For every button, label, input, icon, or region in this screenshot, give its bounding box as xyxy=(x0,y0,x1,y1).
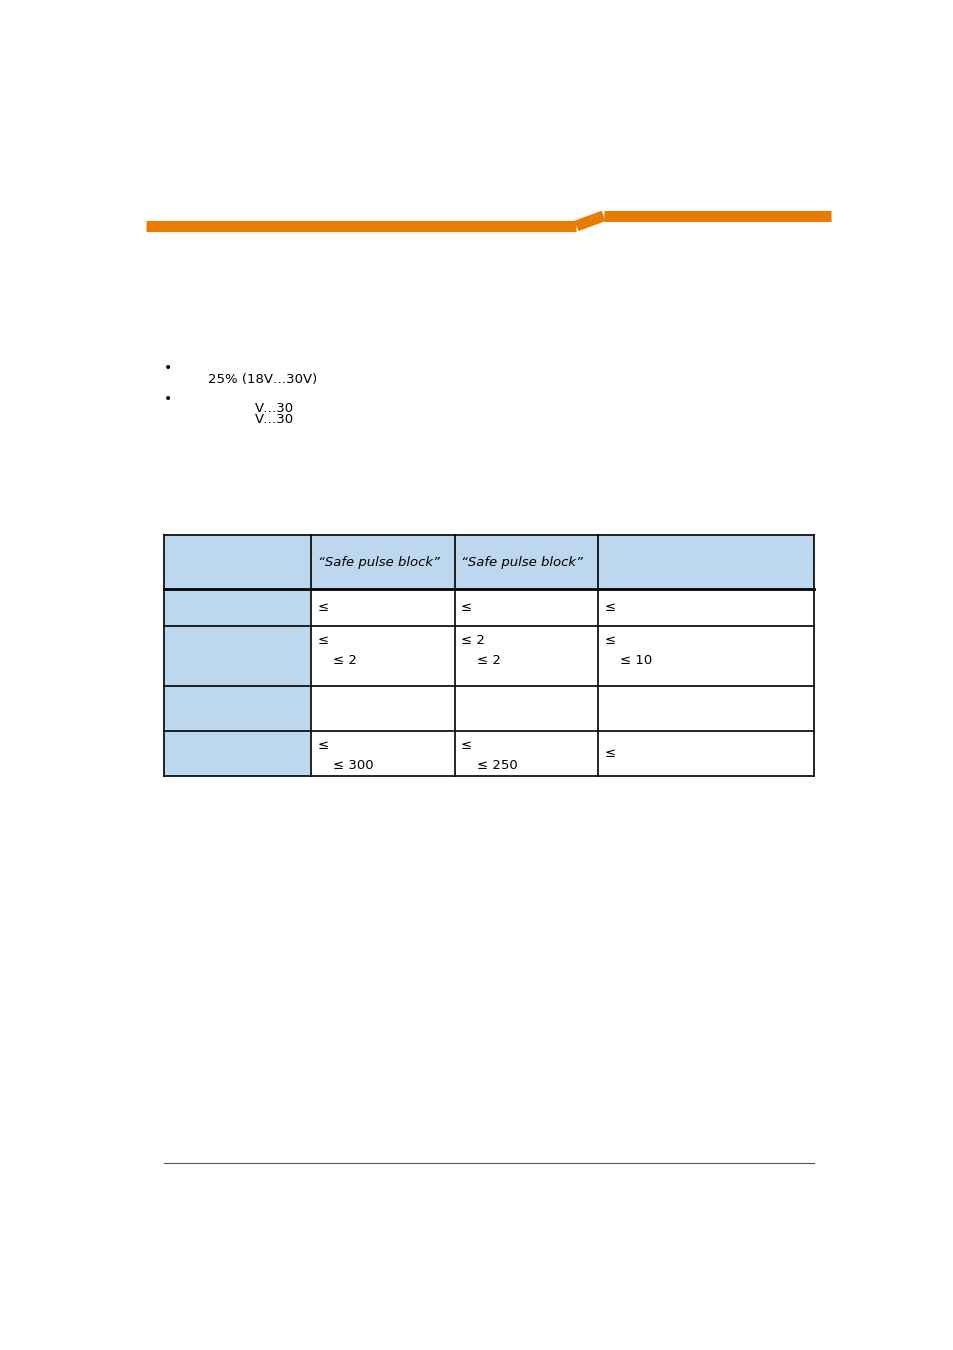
Bar xyxy=(455,732,598,776)
Bar xyxy=(164,536,311,590)
Bar xyxy=(598,536,813,590)
Bar xyxy=(311,536,455,590)
Text: “Safe pulse block”: “Safe pulse block” xyxy=(317,556,439,568)
Text: ≤: ≤ xyxy=(317,738,329,752)
Bar xyxy=(455,590,598,626)
Text: ≤ 10: ≤ 10 xyxy=(619,653,652,667)
Text: ≤: ≤ xyxy=(317,634,329,647)
Text: ≤ 2: ≤ 2 xyxy=(333,653,356,667)
Bar xyxy=(455,626,598,686)
Bar xyxy=(311,686,455,732)
Text: ≤ 2: ≤ 2 xyxy=(476,653,500,667)
Text: “Safe pulse block”: “Safe pulse block” xyxy=(460,556,582,568)
Bar xyxy=(311,626,455,686)
Bar xyxy=(164,732,311,776)
Text: V…30: V…30 xyxy=(254,402,294,414)
Bar xyxy=(598,686,813,732)
Bar xyxy=(311,732,455,776)
Bar xyxy=(164,686,311,732)
Text: ≤ 250: ≤ 250 xyxy=(476,759,517,772)
Text: ≤: ≤ xyxy=(604,601,615,614)
Bar xyxy=(164,626,311,686)
Bar xyxy=(455,686,598,732)
Text: ≤ 300: ≤ 300 xyxy=(333,759,374,772)
Text: ≤ 2: ≤ 2 xyxy=(460,634,484,647)
Text: •: • xyxy=(164,362,172,375)
Bar xyxy=(598,732,813,776)
Bar xyxy=(598,590,813,626)
Text: V…30: V…30 xyxy=(254,413,294,427)
Text: ≤: ≤ xyxy=(604,634,615,647)
Bar xyxy=(164,590,311,626)
Text: ≤: ≤ xyxy=(460,738,472,752)
Text: ≤: ≤ xyxy=(460,601,472,614)
Text: ≤: ≤ xyxy=(604,747,615,760)
Bar xyxy=(455,536,598,590)
Text: 25% (18V…30V): 25% (18V…30V) xyxy=(208,373,317,386)
Text: •: • xyxy=(164,392,172,406)
Bar xyxy=(598,626,813,686)
Bar xyxy=(311,590,455,626)
Text: ≤: ≤ xyxy=(317,601,329,614)
